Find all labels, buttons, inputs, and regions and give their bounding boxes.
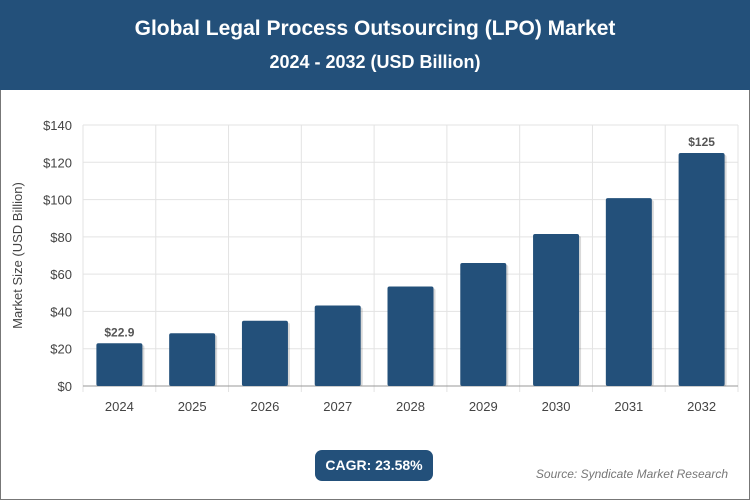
x-tick-label: 2028 — [396, 399, 425, 414]
chart-subtitle: 2024 - 2032 (USD Billion) — [269, 52, 481, 72]
cagr-badge: CAGR: 23.58% — [315, 450, 433, 481]
y-tick-label: $80 — [50, 230, 72, 245]
data-label: $125 — [688, 135, 715, 149]
chart-title: Global Legal Process Outsourcing (LPO) M… — [134, 17, 616, 40]
y-tick-label: $100 — [43, 193, 72, 208]
y-tick-label: $60 — [50, 267, 72, 282]
y-tick-label: $120 — [43, 155, 72, 170]
y-tick-label: $40 — [50, 304, 72, 319]
y-axis-label: Market Size (USD Billion) — [10, 182, 25, 329]
bar — [605, 198, 652, 386]
x-tick-label: 2025 — [178, 399, 207, 414]
x-tick-label: 2029 — [469, 399, 498, 414]
x-tick-label: 2031 — [614, 399, 643, 414]
x-tick-label: 2032 — [687, 399, 716, 414]
data-label: $22.9 — [104, 325, 134, 339]
bar — [241, 320, 288, 386]
bar — [96, 343, 143, 386]
x-tick-label: 2030 — [542, 399, 571, 414]
bar — [387, 286, 434, 386]
bar — [460, 262, 507, 386]
x-tick-label: 2027 — [323, 399, 352, 414]
y-tick-label: $20 — [50, 342, 72, 357]
y-tick-label: $0 — [58, 379, 72, 394]
y-tick-label: $140 — [43, 118, 72, 133]
source-note: Source: Syndicate Market Research — [535, 467, 728, 481]
bar — [169, 333, 216, 386]
bar — [314, 305, 361, 386]
chart-header: Global Legal Process Outsourcing (LPO) M… — [0, 0, 750, 90]
bar — [533, 234, 580, 386]
x-tick-label: 2024 — [105, 399, 134, 414]
x-tick-label: 2026 — [250, 399, 279, 414]
bar — [678, 152, 725, 386]
